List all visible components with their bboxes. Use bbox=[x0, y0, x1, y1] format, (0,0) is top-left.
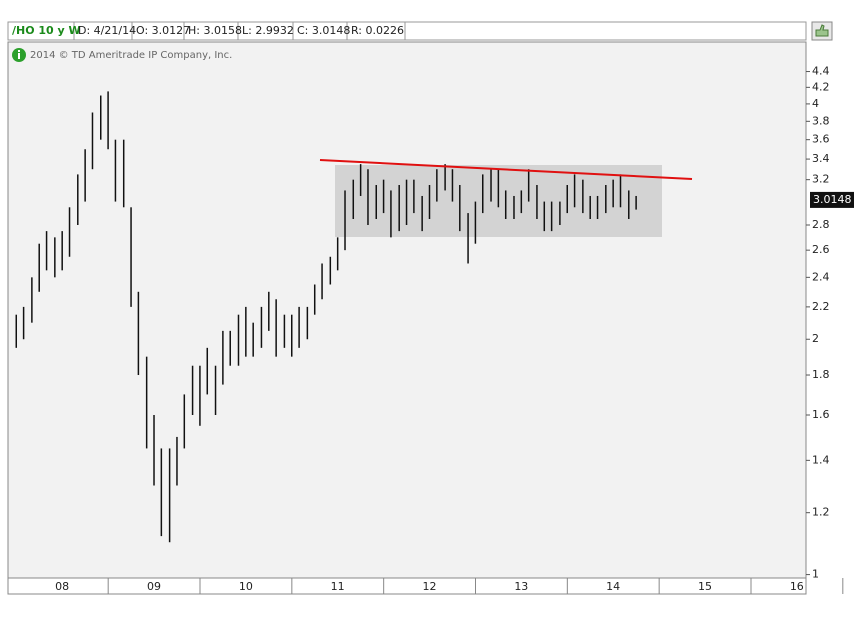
price-bars bbox=[15, 91, 637, 543]
info-icon-glyph bbox=[18, 50, 20, 52]
header-date: D: 4/21/14 bbox=[78, 24, 136, 37]
header-high: H: 3.0158 bbox=[188, 24, 242, 37]
x-axis-bar bbox=[7, 577, 807, 595]
info-icon-glyph bbox=[18, 53, 20, 59]
settings-button[interactable] bbox=[811, 21, 833, 41]
x-tick-label: 16 bbox=[790, 580, 804, 593]
y-tick-label: 1 bbox=[812, 568, 819, 581]
y-tick-label: 1.6 bbox=[812, 408, 830, 421]
header: /HO 10 y W D: 4/21/14 O: 3.0127 H: 3.015… bbox=[7, 21, 807, 41]
y-tick-label: 2.4 bbox=[812, 270, 830, 283]
header-cell bbox=[346, 21, 406, 41]
last-price-label: 3.0148 bbox=[813, 193, 852, 206]
x-tick-label: 13 bbox=[514, 580, 528, 593]
y-tick-label: 2.2 bbox=[812, 300, 830, 313]
x-tick-label: 08 bbox=[55, 580, 69, 593]
plot-area bbox=[7, 41, 807, 579]
x-tick-label: 10 bbox=[239, 580, 253, 593]
y-tick-label: 3.6 bbox=[812, 133, 830, 146]
x-tick-label: 15 bbox=[698, 580, 712, 593]
last-price-box bbox=[810, 191, 854, 208]
y-tick-label: 1.8 bbox=[812, 368, 830, 381]
resistance-line bbox=[319, 159, 693, 180]
y-tick-label: 2.8 bbox=[812, 218, 830, 231]
y-tick-label: 1.4 bbox=[812, 453, 830, 466]
symbol: /HO 10 y W bbox=[12, 24, 81, 37]
header-close: C: 3.0148 bbox=[297, 24, 350, 37]
y-tick-label: 2 bbox=[812, 332, 819, 345]
y-tick-label: 4.4 bbox=[812, 65, 830, 78]
button-icon[interactable] bbox=[815, 24, 829, 37]
axes: 1 1.2 1.4 1.6 1.8 2 2.2 2.4 2.6 2.8 3.2 3.4 3.6 3.8 4 4… bbox=[55, 65, 854, 594]
copyright: 2014 © TD Ameritrade IP Company, Inc. bbox=[30, 50, 232, 61]
x-tick-label: 14 bbox=[606, 580, 620, 593]
header-open: O: 3.0127 bbox=[136, 24, 190, 37]
y-tick-label: 4 bbox=[812, 97, 819, 110]
x-tick-label: 09 bbox=[147, 580, 161, 593]
y-tick-label: 1.2 bbox=[812, 506, 830, 519]
y-tick-label: 3.2 bbox=[812, 173, 830, 186]
y-tick-label: 3.8 bbox=[812, 114, 830, 127]
x-tick-label: 11 bbox=[331, 580, 345, 593]
x-tick-label: 12 bbox=[422, 580, 436, 593]
y-tick-label: 3.4 bbox=[812, 152, 830, 165]
y-tick-label: 2.6 bbox=[812, 243, 830, 256]
header-range: R: 0.0226 bbox=[351, 24, 404, 37]
y-tick-label: 4.2 bbox=[812, 80, 830, 93]
header-low: L: 2.9932 bbox=[242, 24, 294, 37]
